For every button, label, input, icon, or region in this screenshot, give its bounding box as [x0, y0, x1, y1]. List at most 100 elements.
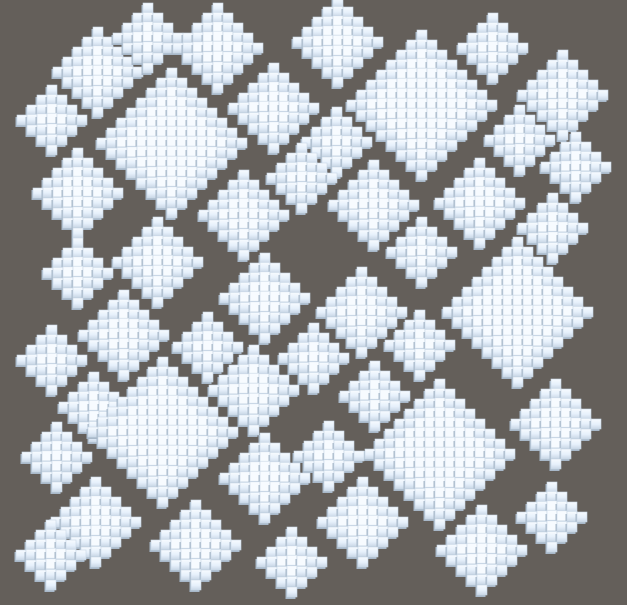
voxel-cluster[interactable] — [338, 360, 411, 433]
voxel-cluster[interactable] — [86, 356, 239, 509]
voxel-cluster[interactable] — [277, 322, 350, 395]
voxel-cube — [296, 576, 308, 588]
voxel-cube — [71, 461, 83, 473]
voxel-cube — [76, 354, 88, 366]
voxel-cube — [560, 448, 572, 460]
voxel-cube — [446, 139, 458, 151]
voxel-cube — [580, 428, 592, 440]
voxel-cube — [259, 332, 271, 344]
voxel-cluster[interactable] — [483, 104, 556, 177]
voxel-cluster[interactable] — [51, 26, 144, 119]
voxel-cube — [142, 2, 154, 14]
voxel-cube — [212, 82, 224, 94]
voxel-cluster[interactable] — [292, 420, 365, 493]
voxel-cluster[interactable] — [227, 62, 320, 155]
voxel-cluster[interactable] — [300, 106, 373, 179]
voxel-cluster[interactable] — [516, 49, 609, 142]
voxel-cube — [242, 52, 254, 64]
voxel-cluster[interactable] — [363, 378, 516, 531]
voxel-cube — [182, 246, 194, 258]
voxel-cube — [600, 161, 612, 173]
voxel-cube — [587, 99, 599, 111]
voxel-cluster[interactable] — [20, 421, 93, 494]
voxel-cube — [222, 12, 234, 24]
voxel-cluster[interactable] — [433, 157, 526, 250]
voxel-cube — [207, 446, 219, 458]
voxel-cube — [51, 421, 63, 433]
voxel-cluster[interactable] — [435, 504, 528, 597]
voxel-cluster[interactable] — [31, 147, 124, 240]
voxel-cube — [82, 247, 94, 259]
voxel-cube — [88, 371, 100, 383]
voxel-cube — [368, 239, 380, 251]
voxel-cube — [514, 104, 526, 116]
voxel-cube — [567, 119, 579, 131]
voxel-cube — [580, 408, 592, 420]
voxel-cluster[interactable] — [171, 2, 264, 95]
voxel-cube — [296, 142, 308, 154]
voxel-cluster[interactable] — [15, 324, 88, 397]
voxel-cluster[interactable] — [383, 309, 456, 382]
voxel-cluster[interactable] — [385, 216, 458, 289]
voxel-cube — [128, 359, 140, 371]
voxel-cluster[interactable] — [41, 237, 114, 310]
voxel-cluster[interactable] — [539, 131, 612, 204]
voxel-cluster[interactable] — [315, 266, 408, 359]
voxel-cube — [196, 177, 208, 189]
voxel-cube — [378, 169, 390, 181]
voxel-cube — [152, 52, 164, 64]
voxel-cluster[interactable] — [265, 142, 338, 215]
voxel-cluster[interactable] — [149, 499, 242, 592]
voxel-cube — [289, 282, 301, 294]
voxel-cluster[interactable] — [207, 344, 300, 437]
voxel-cluster[interactable] — [15, 84, 88, 157]
voxel-cube — [550, 458, 562, 470]
voxel-cube — [506, 554, 518, 566]
voxel-cube — [424, 359, 436, 371]
voxel-cluster[interactable] — [14, 519, 87, 592]
voxel-cube — [318, 372, 330, 384]
voxel-cluster[interactable] — [218, 432, 311, 525]
voxel-cube — [376, 286, 388, 298]
voxel-cube — [446, 59, 458, 71]
voxel-cube — [386, 296, 398, 308]
voxel-cluster[interactable] — [171, 311, 244, 384]
voxel-cube — [278, 374, 290, 386]
voxel-cube — [557, 242, 569, 254]
voxel-cube — [138, 349, 150, 361]
voxel-cube — [351, 146, 363, 158]
voxel-cube — [326, 172, 338, 184]
voxel-cluster[interactable] — [255, 526, 328, 599]
voxel-cluster[interactable] — [218, 252, 311, 345]
voxel-cluster[interactable] — [316, 476, 409, 569]
voxel-cluster[interactable] — [516, 192, 589, 265]
voxel-cube — [118, 289, 130, 301]
voxel-cube — [66, 364, 78, 376]
voxel-cube — [306, 152, 318, 164]
voxel-cluster[interactable] — [327, 159, 420, 252]
voxel-cluster[interactable] — [456, 12, 529, 85]
voxel-cluster[interactable] — [77, 289, 170, 382]
voxel-cube — [486, 574, 498, 586]
voxel-cluster[interactable] — [95, 67, 248, 220]
voxel-cluster[interactable] — [345, 29, 498, 182]
voxel-cube — [238, 249, 250, 261]
voxel-cube — [148, 339, 160, 351]
voxel-cube — [216, 117, 228, 129]
voxel-cluster[interactable] — [197, 169, 290, 262]
voxel-cube — [378, 229, 390, 241]
voxel-cube — [341, 156, 353, 168]
voxel-cluster[interactable] — [441, 236, 594, 389]
voxel-cube — [474, 418, 486, 430]
voxel-cube — [102, 197, 114, 209]
voxel-cluster[interactable] — [291, 0, 384, 89]
voxel-cluster[interactable] — [111, 216, 204, 309]
voxel-cube — [341, 116, 353, 128]
voxel-cluster[interactable] — [515, 481, 588, 554]
voxel-cube — [45, 519, 57, 531]
voxel-cluster[interactable] — [509, 378, 602, 471]
voxel-cube — [268, 219, 280, 231]
voxel-cube — [100, 546, 112, 558]
